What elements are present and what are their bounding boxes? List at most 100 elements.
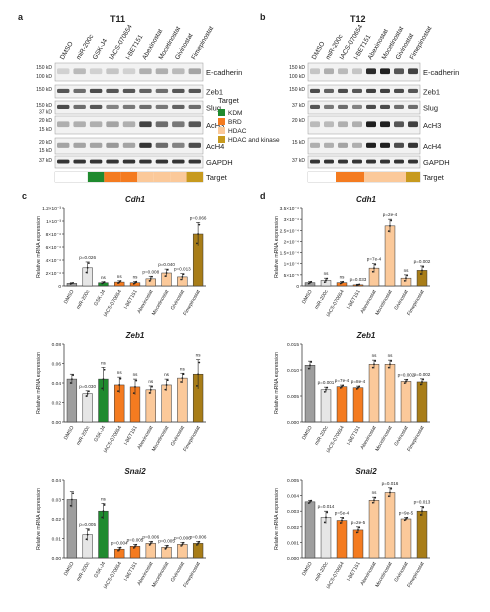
target-cell bbox=[350, 172, 364, 182]
bar bbox=[368, 364, 380, 423]
y-tick-label: 0.005 bbox=[287, 478, 299, 484]
blot-band bbox=[89, 68, 103, 75]
target-cell bbox=[186, 172, 203, 182]
size-marker: 150 kD bbox=[36, 87, 52, 93]
bar bbox=[66, 499, 78, 559]
blot-band bbox=[394, 68, 404, 75]
significance-label: p=0.002 bbox=[414, 259, 431, 264]
protein-label: AcH3 bbox=[423, 121, 441, 130]
data-point bbox=[70, 378, 73, 380]
chart-title: Snai2 bbox=[124, 467, 146, 476]
legend-label: BRD bbox=[228, 119, 242, 126]
bar bbox=[352, 529, 364, 559]
y-tick-label: 0.015 bbox=[287, 342, 299, 348]
panel-letter: b bbox=[260, 12, 266, 22]
blot-band bbox=[408, 121, 418, 128]
x-category-label: Givinostat bbox=[393, 424, 410, 447]
data-point bbox=[342, 517, 345, 519]
data-point bbox=[196, 544, 198, 546]
data-point bbox=[309, 364, 311, 367]
significance-label: p=0.006 bbox=[190, 534, 207, 539]
significance-label: p=7e-4 bbox=[335, 378, 350, 383]
data-point bbox=[196, 385, 198, 387]
data-point bbox=[326, 511, 329, 514]
blot-band bbox=[155, 88, 169, 94]
blot-membrane bbox=[307, 137, 421, 155]
y-axis-label: Relative mRNA expression bbox=[274, 352, 280, 414]
significance-label: ns bbox=[196, 353, 202, 358]
data-point bbox=[357, 386, 359, 389]
y-tick-label: 0.04 bbox=[52, 478, 62, 484]
data-point bbox=[165, 384, 168, 386]
blot-membrane bbox=[54, 62, 204, 82]
target-cell bbox=[55, 172, 72, 182]
x-category-label: I-BET151 bbox=[123, 425, 139, 446]
blot-band bbox=[122, 142, 136, 148]
data-point bbox=[180, 545, 183, 547]
data-point bbox=[387, 230, 390, 233]
x-category-label: I-BET151 bbox=[123, 561, 139, 582]
legend-label: HDAC and kinase bbox=[228, 137, 280, 144]
y-tick-label: 0.001 bbox=[287, 540, 299, 546]
y-tick-label: 3.5×10⁻⁴ bbox=[280, 206, 299, 212]
data-point bbox=[403, 519, 406, 522]
blot-band bbox=[188, 104, 201, 110]
significance-label: p=9e-5 bbox=[399, 510, 414, 515]
data-point bbox=[325, 516, 327, 519]
protein-label: Zeb1 bbox=[423, 88, 440, 97]
blot-band bbox=[122, 88, 136, 94]
blot-band bbox=[122, 121, 136, 128]
data-point bbox=[390, 219, 393, 222]
y-tick-label: 6×10⁻⁴ bbox=[46, 245, 61, 251]
data-point bbox=[117, 549, 119, 552]
blot-band bbox=[310, 142, 320, 148]
size-marker: 20 kD bbox=[292, 118, 305, 124]
bar bbox=[66, 378, 78, 423]
x-category-label: DMSO bbox=[301, 561, 314, 577]
data-point bbox=[390, 360, 393, 362]
protein-label: GAPDH bbox=[423, 158, 450, 167]
x-category-label: Givinostat bbox=[170, 288, 187, 311]
data-point bbox=[422, 265, 425, 268]
blot-membrane bbox=[307, 115, 421, 135]
data-point bbox=[165, 272, 168, 274]
data-point bbox=[164, 275, 167, 278]
target-cell bbox=[336, 172, 350, 182]
blot-band bbox=[73, 104, 86, 110]
data-point bbox=[387, 495, 390, 498]
bar bbox=[320, 389, 332, 423]
data-point bbox=[406, 378, 409, 381]
data-point bbox=[373, 267, 375, 270]
legend-swatch bbox=[218, 109, 225, 116]
data-point bbox=[197, 233, 200, 235]
blot-band bbox=[408, 104, 418, 110]
data-point bbox=[371, 270, 374, 273]
data-point bbox=[310, 280, 313, 283]
data-point bbox=[182, 273, 185, 276]
y-axis-label: Relative mRNA expression bbox=[36, 488, 42, 550]
data-point bbox=[166, 379, 169, 382]
data-point bbox=[164, 388, 167, 391]
section-letter: c bbox=[22, 191, 27, 201]
protein-label: Zeb1 bbox=[206, 88, 223, 97]
blot-band bbox=[89, 159, 103, 164]
data-point bbox=[85, 395, 88, 397]
y-tick-label: 0 bbox=[296, 284, 299, 290]
significance-label: p=8e-4 bbox=[351, 379, 366, 384]
significance-label: ns bbox=[133, 274, 139, 279]
panel-title: T11 bbox=[110, 14, 125, 24]
data-point bbox=[119, 546, 122, 549]
x-category-label: miR-200c bbox=[75, 561, 91, 583]
target-cell bbox=[406, 172, 420, 182]
protein-label: AcH4 bbox=[206, 142, 224, 151]
data-point bbox=[70, 498, 73, 501]
data-point bbox=[339, 522, 342, 524]
legend-title: Target bbox=[218, 96, 240, 105]
bar bbox=[384, 492, 396, 559]
data-point bbox=[422, 378, 425, 381]
blot-band bbox=[352, 142, 362, 148]
y-tick-label: 2×10⁻⁴ bbox=[284, 239, 299, 245]
significance-label: p=0.014 bbox=[318, 504, 335, 509]
y-tick-label: 0.004 bbox=[287, 494, 299, 500]
blot-band bbox=[324, 88, 334, 94]
